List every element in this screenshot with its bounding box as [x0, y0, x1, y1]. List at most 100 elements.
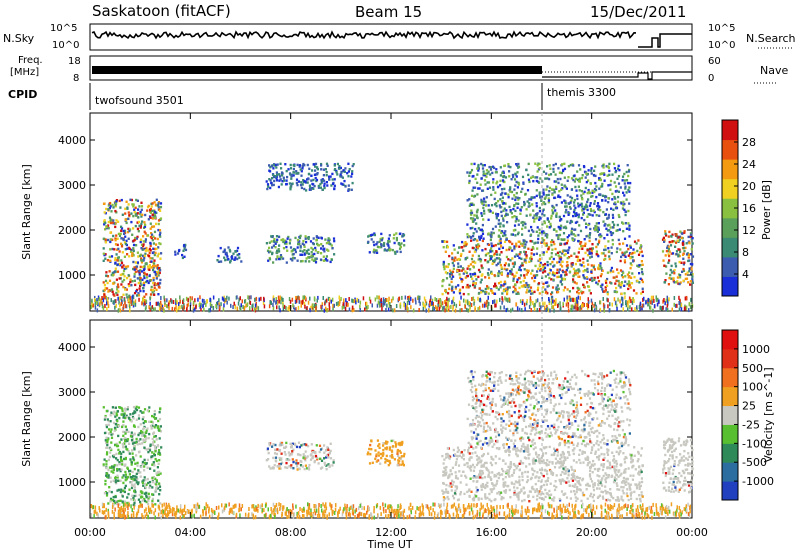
echo-cell — [539, 207, 541, 209]
echo-cell — [151, 477, 153, 479]
echo-cell — [591, 264, 593, 266]
echo-cell — [668, 255, 670, 257]
echo-cell — [327, 241, 329, 243]
echo-cell — [512, 291, 514, 293]
echo-cell — [143, 257, 145, 259]
echo-cell — [223, 307, 225, 311]
echo-cell — [444, 241, 446, 243]
echo-cell — [561, 163, 563, 165]
echo-cell — [593, 170, 595, 172]
echo-cell — [149, 257, 151, 259]
echo-cell — [578, 251, 580, 253]
echo-cell — [585, 187, 587, 189]
echo-cell — [290, 185, 292, 187]
echo-cell — [537, 170, 539, 172]
echo-cell — [568, 202, 570, 204]
echo-cell — [151, 286, 153, 288]
echo-cell — [431, 301, 433, 305]
echo-cell — [154, 211, 156, 213]
echo-cell — [544, 263, 546, 265]
echo-cell — [160, 296, 162, 300]
echo-cell — [339, 302, 341, 306]
echo-cell — [128, 417, 130, 419]
echo-cell — [623, 194, 625, 196]
echo-cell — [144, 459, 146, 461]
echo-cell — [138, 406, 140, 408]
echo-cell — [397, 459, 399, 461]
echo-cell — [95, 306, 97, 310]
echo-cell — [556, 204, 558, 206]
echo-cell — [575, 189, 577, 191]
echo-cell — [509, 241, 511, 243]
echo-cell — [103, 281, 105, 283]
echo-cell — [403, 303, 405, 307]
echo-cell — [152, 269, 154, 271]
echo-cell — [268, 170, 270, 172]
echo-cell — [536, 231, 538, 233]
echo-cell — [121, 302, 123, 306]
echo-cell — [277, 465, 279, 467]
echo-cell — [498, 235, 500, 237]
echo-cell — [132, 471, 134, 473]
echo-cell — [135, 225, 137, 227]
echo-cell — [141, 463, 143, 465]
echo-cell — [153, 436, 155, 438]
power-echoes — [91, 163, 695, 313]
echo-cell — [150, 223, 152, 225]
echo-cell — [552, 286, 554, 288]
echo-cell — [626, 228, 628, 230]
echo-cell — [264, 304, 266, 308]
echo-cell — [394, 458, 396, 460]
echo-cell — [150, 293, 152, 295]
echo-cell — [412, 299, 414, 303]
echo-cell — [159, 210, 161, 212]
echo-cell — [607, 247, 609, 249]
echo-cell — [571, 232, 573, 234]
echo-cell — [485, 204, 487, 206]
echo-cell — [530, 293, 532, 295]
echo-cell — [367, 305, 369, 309]
echo-cell — [570, 255, 572, 257]
echo-cell — [148, 218, 150, 220]
echo-cell — [389, 460, 391, 462]
echo-cell — [332, 178, 334, 180]
echo-cell — [516, 281, 518, 283]
echo-cell — [642, 291, 644, 293]
echo-cell — [486, 196, 488, 198]
echo-cell — [381, 298, 383, 302]
echo-cell — [496, 215, 498, 217]
echo-cell — [403, 464, 405, 466]
echo-cell — [136, 464, 138, 466]
echo-cell — [370, 439, 372, 441]
echo-cell — [445, 271, 447, 273]
echo-cell — [628, 235, 630, 237]
echo-cell — [327, 250, 329, 252]
echo-cell — [513, 205, 515, 207]
echo-cell — [157, 238, 159, 240]
echo-cell — [496, 480, 498, 482]
echo-cell — [403, 234, 405, 236]
echo-cell — [109, 451, 111, 453]
echo-cell — [491, 245, 493, 247]
echo-cell — [551, 305, 553, 309]
echo-cell — [538, 182, 540, 184]
echo-cell — [565, 273, 567, 275]
echo-cell — [382, 449, 384, 451]
echo-cell — [556, 212, 558, 214]
echo-cell — [380, 243, 382, 245]
echo-cell — [628, 255, 630, 257]
echo-cell — [109, 448, 111, 450]
echo-cell — [625, 468, 627, 470]
echo-cell — [395, 445, 397, 447]
echo-cell — [210, 302, 212, 306]
echo-cell — [297, 172, 299, 174]
echo-cell — [521, 308, 523, 312]
echo-cell — [472, 175, 474, 177]
echo-cell — [547, 477, 549, 479]
echo-cell — [150, 289, 152, 291]
echo-cell — [234, 258, 236, 260]
echo-cell — [510, 209, 512, 211]
echo-cell — [156, 199, 158, 201]
echo-cell — [502, 217, 504, 219]
echo-cell — [122, 435, 124, 437]
